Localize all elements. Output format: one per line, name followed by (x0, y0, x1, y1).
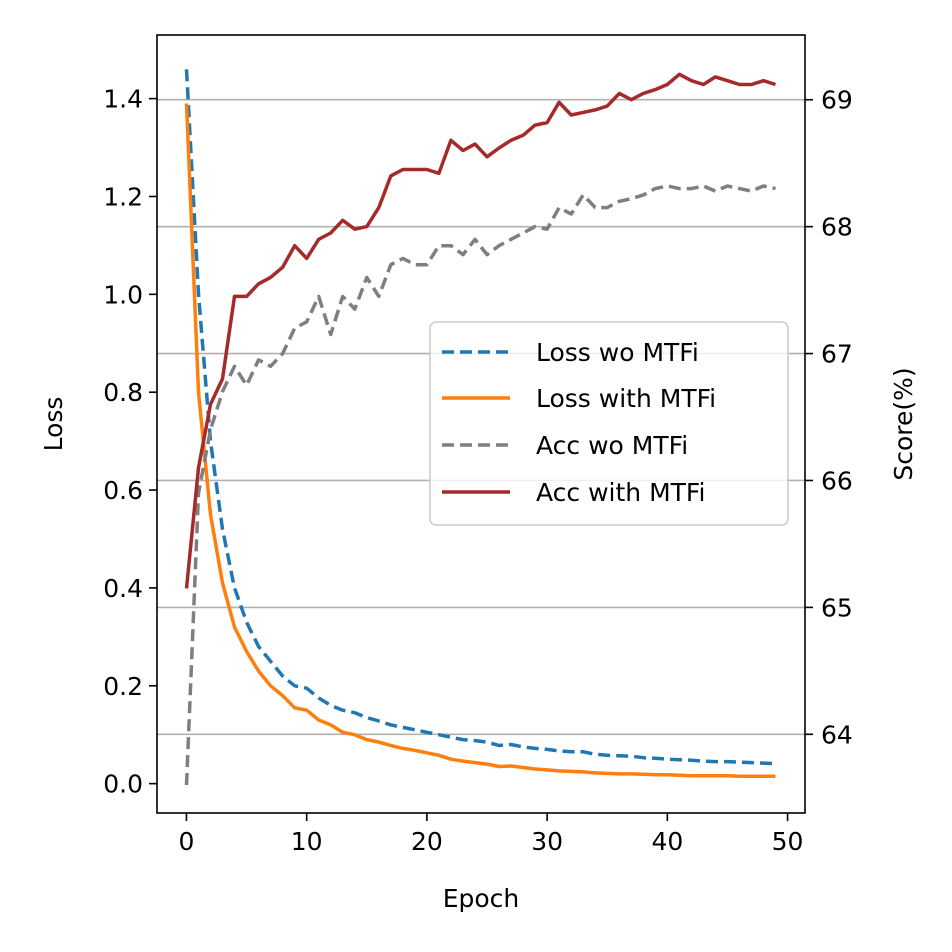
y-tick-label: 0.0 (103, 770, 143, 799)
y-tick-label: 1.4 (103, 85, 143, 114)
y-axis-label: Loss (39, 397, 68, 452)
legend-label-loss-wo-mtfi: Loss wo MTFi (536, 338, 699, 367)
series-line-loss-with-mtfi (184, 103, 776, 779)
y2-tick-label: 64 (821, 720, 853, 749)
x-tick-label: 20 (411, 827, 443, 856)
y2-axis-label: Score(%) (889, 367, 918, 480)
x-axis-label: Epoch (443, 884, 520, 913)
x-tick-label: 40 (651, 827, 683, 856)
y2-tick-label: 68 (821, 213, 853, 242)
y2-axis-ticks: 64 65 66 67 68 69 (805, 86, 853, 749)
x-axis-ticks: 0 10 20 30 40 50 (179, 813, 804, 856)
series-line-acc-with-mtfi (184, 72, 777, 589)
y-tick-label: 0.2 (103, 672, 143, 701)
x-tick-label: 10 (291, 827, 323, 856)
series-line-acc-wo-mtfi (184, 184, 776, 786)
y2-tick-label: 65 (821, 593, 853, 622)
legend-label-acc-wo-mtfi: Acc wo MTFi (536, 431, 688, 460)
y-tick-label: 0.8 (103, 378, 143, 407)
legend-box (429, 321, 789, 526)
y-tick-label: 0.4 (103, 574, 143, 603)
y2-tick-label: 66 (821, 466, 853, 495)
series-layer (184, 69, 777, 786)
x-tick-label: 30 (531, 827, 563, 856)
series-line-loss-wo-mtfi (184, 69, 776, 766)
y2-tick-label: 67 (821, 340, 853, 369)
x-tick-label: 50 (772, 827, 804, 856)
y-tick-label: 1.0 (103, 280, 143, 309)
x-tick-label: 0 (179, 827, 195, 856)
y-tick-label: 0.6 (103, 476, 143, 505)
y-axis-ticks: 0.0 0.2 0.4 0.6 0.8 1.0 1.2 1.4 (103, 85, 157, 799)
plot-frame (156, 34, 806, 814)
legend-label-loss-with-mtfi: Loss with MTFi (536, 384, 716, 413)
y2-tick-label: 69 (821, 86, 853, 115)
legend: Loss wo MTFi Loss with MTFi Acc wo MTFi … (429, 321, 789, 526)
legend-label-acc-with-mtfi: Acc with MTFi (536, 478, 705, 507)
y-tick-label: 1.2 (103, 182, 143, 211)
